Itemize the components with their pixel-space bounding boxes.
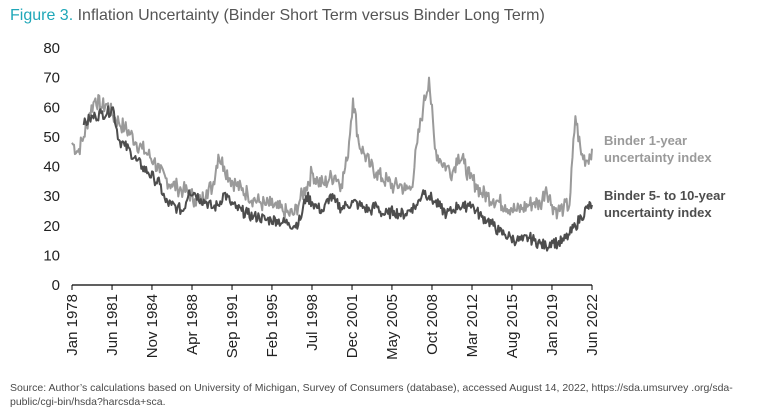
y-tick-label: 40 <box>43 159 60 176</box>
x-tick-label: Jan 1978 <box>64 294 81 356</box>
legend-label-long-term: uncertainty index <box>604 205 712 220</box>
series-layer <box>71 76 593 252</box>
x-tick-label: Mar 2012 <box>464 294 481 357</box>
figure-heading: Figure 3. Inflation Uncertainty (Binder … <box>10 7 545 25</box>
x-tick-label: Aug 2015 <box>504 294 521 358</box>
x-tick-label: Jun 1981 <box>104 294 121 356</box>
x-tick-label: Jan 2019 <box>544 294 561 356</box>
source-note: Source: Author’s calculations based on U… <box>10 382 733 408</box>
y-tick-label: 80 <box>43 40 60 57</box>
x-tick-label: Apr 1988 <box>184 294 201 355</box>
y-tick-label: 60 <box>43 99 60 116</box>
x-tick-label: Sep 1991 <box>224 294 241 358</box>
x-tick-label: Feb 1995 <box>264 294 281 357</box>
y-tick-label: 10 <box>43 247 60 264</box>
y-tick-label: 20 <box>43 218 60 235</box>
y-tick-label: 0 <box>52 277 60 294</box>
figure-number: Figure 3. <box>10 7 74 24</box>
y-tick-label: 30 <box>43 188 60 205</box>
legend: Binder 1-year uncertainty index Binder 5- … <box>604 133 725 220</box>
x-tick-label: Jun 2022 <box>584 294 601 356</box>
figure-title: Inflation Uncertainty (Binder Short Term… <box>77 7 545 24</box>
x-tick-label: Nov 1984 <box>144 294 161 358</box>
legend-label-long-term: Binder 5- to 10-year <box>604 188 725 203</box>
x-tick-label: May 2005 <box>384 294 401 360</box>
y-axis: 0 10 20 30 40 50 60 70 80 <box>43 40 60 294</box>
x-tick-label: Dec 2001 <box>344 294 361 358</box>
x-axis: Jan 1978 Jun 1981 Nov 1984 Apr 1988 Sep 1991… <box>64 284 601 360</box>
x-tick-label: Oct 2008 <box>424 294 441 355</box>
series-line-short-term <box>71 76 593 221</box>
line-chart: 0 10 20 30 40 50 60 70 80 Jan 1978 Jun 1981 Nov 19… <box>43 40 725 360</box>
legend-label-short-term: Binder 1-year <box>604 133 687 148</box>
y-tick-label: 70 <box>43 70 60 87</box>
legend-label-short-term: uncertainty index <box>604 150 712 165</box>
y-tick-label: 50 <box>43 129 60 146</box>
x-tick-label: Jul 1998 <box>304 294 321 351</box>
series-line-long-term <box>82 105 593 252</box>
